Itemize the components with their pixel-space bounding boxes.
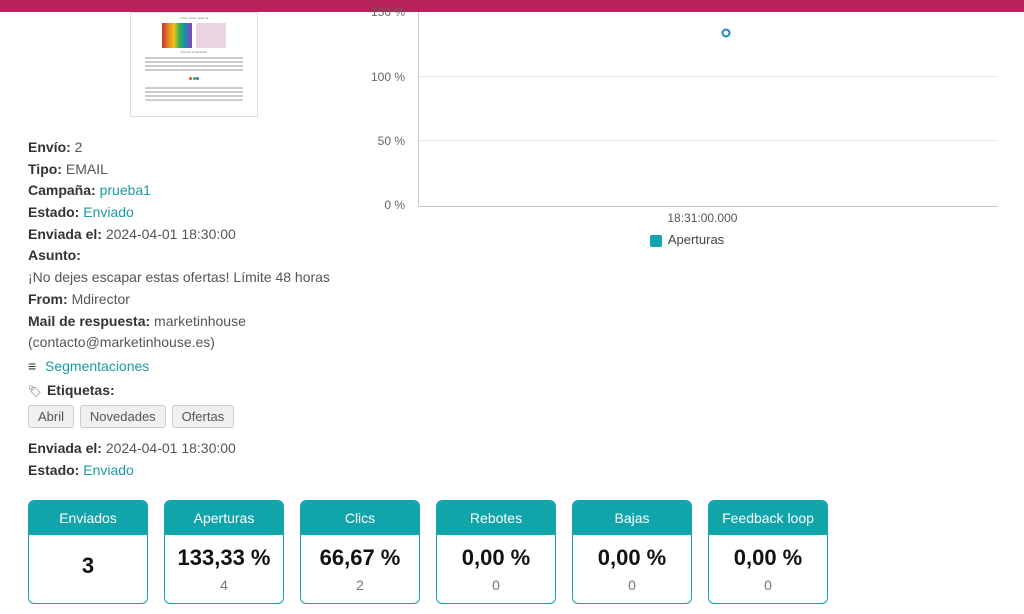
card-feedback-loop[interactable]: Feedback loop 0,00 % 0: [708, 500, 828, 604]
envio-label: Envío:: [28, 139, 71, 155]
estado-value: Enviado: [83, 204, 134, 220]
ytick-0: 0 %: [355, 198, 405, 212]
reply-label: Mail de respuesta:: [28, 313, 150, 329]
ytick-50: 50 %: [355, 134, 405, 148]
ytick-100: 100 %: [355, 70, 405, 84]
right-panel: 150 % 100 % 50 % 0 % 18:31:00.000 Apertu…: [370, 12, 1024, 247]
tags-container: Abril Novedades Ofertas: [28, 401, 370, 428]
main-content: Lorem ipsum dolor sit Amet et consectetu…: [0, 12, 1024, 482]
card-enviados[interactable]: Enviados 3: [28, 500, 148, 604]
tipo-label: Tipo:: [28, 161, 62, 177]
campana-link[interactable]: prueba1: [100, 182, 151, 198]
list-icon: [28, 356, 40, 378]
card-value: 133,33 %: [169, 545, 279, 571]
tag-abril[interactable]: Abril: [28, 405, 74, 428]
chart-plot-area: [418, 12, 998, 207]
card-value: 0,00 %: [441, 545, 551, 571]
stats-cards: Enviados 3 Aperturas 133,33 % 4 Clics 66…: [0, 482, 1024, 614]
estado2-value: Enviado: [83, 462, 134, 478]
from-label: From:: [28, 291, 68, 307]
card-value: 0,00 %: [577, 545, 687, 571]
enviada-value: 2024-04-01 18:30:00: [106, 226, 236, 242]
chart-x-label: 18:31:00.000: [667, 211, 737, 225]
reply-email: (contacto@marketinhouse.es): [28, 332, 370, 354]
email-thumbnail[interactable]: Lorem ipsum dolor sit Amet et consectetu…: [130, 12, 258, 117]
tag-novedades[interactable]: Novedades: [80, 405, 166, 428]
thumbnail-preview: Lorem ipsum dolor sit Amet et consectetu…: [135, 17, 253, 101]
campaign-info: Envío: 2 Tipo: EMAIL Campaña: prueba1 Es…: [28, 137, 370, 482]
from-value: Mdirector: [72, 291, 130, 307]
card-sub: 0: [713, 577, 823, 593]
card-sub: 0: [441, 577, 551, 593]
card-title: Rebotes: [437, 501, 555, 535]
legend-swatch: [650, 235, 662, 247]
card-sub: 0: [577, 577, 687, 593]
card-title: Enviados: [29, 501, 147, 535]
enviada-label: Enviada el:: [28, 226, 102, 242]
card-title: Clics: [301, 501, 419, 535]
tag-ofertas[interactable]: Ofertas: [172, 405, 235, 428]
legend-label: Aperturas: [668, 232, 724, 247]
card-value: 0,00 %: [713, 545, 823, 571]
chart-data-point[interactable]: [721, 29, 730, 38]
campana-label: Campaña:: [28, 182, 96, 198]
card-title: Aperturas: [165, 501, 283, 535]
asunto-label: Asunto:: [28, 247, 81, 263]
card-title: Feedback loop: [709, 501, 827, 535]
enviada2-value: 2024-04-01 18:30:00: [106, 440, 236, 456]
card-sub: 4: [169, 577, 279, 593]
top-banner: [0, 0, 1024, 12]
gridline-50: [419, 140, 998, 141]
tipo-value: EMAIL: [66, 161, 108, 177]
etiquetas-label: Etiquetas:: [47, 380, 115, 402]
chart-legend[interactable]: Aperturas: [370, 232, 1004, 247]
left-panel: Lorem ipsum dolor sit Amet et consectetu…: [0, 12, 370, 482]
enviada2-label: Enviada el:: [28, 440, 102, 456]
card-sub: 2: [305, 577, 415, 593]
reply-name: marketinhouse: [154, 313, 246, 329]
card-value: 3: [33, 553, 143, 579]
estado2-label: Estado:: [28, 462, 79, 478]
card-title: Bajas: [573, 501, 691, 535]
envio-value: 2: [75, 139, 83, 155]
estado-label: Estado:: [28, 204, 79, 220]
gridline-100: [419, 76, 998, 77]
card-clics[interactable]: Clics 66,67 % 2: [300, 500, 420, 604]
card-rebotes[interactable]: Rebotes 0,00 % 0: [436, 500, 556, 604]
aperturas-chart: 150 % 100 % 50 % 0 % 18:31:00.000 Apertu…: [370, 12, 1004, 247]
ytick-150: 150 %: [355, 5, 405, 19]
card-value: 66,67 %: [305, 545, 415, 571]
asunto-value: ¡No dejes escapar estas ofertas! Límite …: [28, 267, 370, 289]
tag-icon: [28, 380, 42, 402]
card-aperturas[interactable]: Aperturas 133,33 % 4: [164, 500, 284, 604]
segmentaciones-link[interactable]: Segmentaciones: [45, 356, 149, 378]
card-bajas[interactable]: Bajas 0,00 % 0: [572, 500, 692, 604]
